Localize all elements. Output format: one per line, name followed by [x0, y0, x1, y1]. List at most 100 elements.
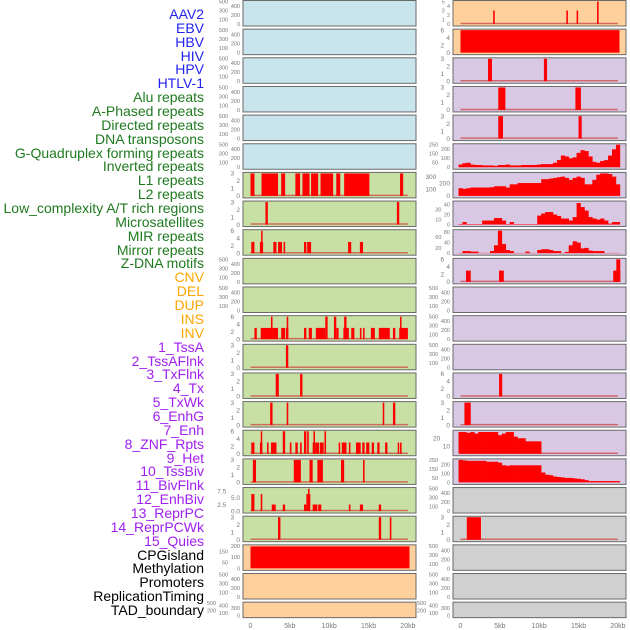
data-bar — [478, 432, 483, 454]
data-bar — [466, 432, 471, 454]
data-bar — [552, 476, 558, 483]
y-tick-label: 1 — [440, 100, 444, 107]
data-bar — [490, 165, 495, 168]
data-bar — [533, 165, 538, 168]
data-bar — [580, 248, 585, 254]
y-tick-label: 2 — [446, 92, 450, 99]
data-bar — [458, 164, 463, 168]
y-tick-label: 2 — [447, 13, 450, 19]
panel-background — [242, 487, 417, 514]
y-tick-label: 400 — [441, 491, 450, 497]
data-bar — [493, 186, 499, 196]
y-tick-label: 100 — [429, 562, 438, 568]
track-label: A-Phased repeats — [91, 103, 204, 120]
y-tick-label: 200 — [441, 500, 450, 506]
data-bar — [600, 218, 605, 225]
y-tick-label: 150 — [219, 549, 228, 555]
y-tick-label: 100 — [219, 17, 228, 23]
y-tick-label: 6 — [440, 257, 444, 264]
y-tick-label: 400 — [231, 119, 240, 125]
y-tick-label: 0 — [236, 394, 240, 401]
data-bar — [505, 187, 510, 196]
data-bar — [382, 402, 385, 426]
data-bar — [533, 224, 538, 225]
track-label: G-Quadruplex forming repeats — [14, 144, 204, 161]
y-tick-label: 100 — [219, 132, 228, 138]
data-bar — [517, 438, 522, 454]
y-tick-label: 50 — [432, 161, 438, 167]
panel-background — [242, 372, 417, 399]
y-tick-label: 0 — [236, 365, 240, 372]
data-bar — [359, 241, 364, 254]
y-tick-label: 200 — [441, 357, 450, 363]
data-bar — [615, 184, 621, 196]
data-bar — [497, 435, 503, 454]
data-bar — [525, 465, 530, 483]
data-bar — [309, 459, 313, 483]
y-tick-label: 1 — [440, 529, 444, 536]
y-tick-label: 0 — [237, 108, 240, 114]
data-bar — [286, 402, 289, 426]
data-bar — [560, 218, 566, 225]
data-bar — [378, 504, 382, 512]
track-label: HTLV-1 — [157, 75, 204, 92]
y-tick-label: 2 — [236, 379, 240, 386]
x-tick-label: 5kb — [284, 623, 295, 630]
y-tick-label: 500 — [219, 85, 228, 91]
data-bar — [486, 432, 491, 454]
data-bar — [371, 442, 375, 454]
data-bar — [474, 251, 479, 254]
data-bar — [564, 156, 570, 168]
data-bar — [549, 164, 554, 168]
data-bar — [304, 327, 307, 340]
y-tick-label: 100 — [219, 75, 228, 81]
data-bar — [505, 465, 510, 483]
y-tick-label: 6 — [230, 429, 234, 436]
y-tick-label: 400 — [231, 33, 240, 39]
data-bar — [295, 173, 301, 196]
data-bar — [556, 477, 562, 483]
y-tick-label: 2 — [236, 407, 240, 414]
data-bar — [499, 373, 503, 397]
data-bar — [378, 327, 390, 340]
y-tick-label: 200 — [417, 609, 426, 615]
y-tick-label: 300 — [231, 606, 240, 612]
panel-background — [242, 200, 417, 228]
y-tick-label: 100 — [219, 275, 228, 281]
y-tick-label: 200 — [231, 99, 240, 105]
data-bar — [493, 218, 499, 225]
y-tick-label: 400 — [231, 61, 240, 67]
data-bar — [572, 241, 577, 254]
data-bar — [271, 504, 276, 512]
data-bar — [549, 212, 554, 225]
y-tick-label: 0 — [236, 250, 240, 257]
data-bar — [498, 116, 503, 139]
data-bar — [270, 442, 277, 454]
data-bar — [366, 442, 370, 454]
y-tick-label: 300 — [219, 123, 228, 129]
data-bar — [300, 373, 303, 397]
y-tick-label: 6 — [230, 314, 234, 321]
data-bar — [596, 219, 601, 225]
data-bar — [537, 164, 542, 168]
track-label: 7_Enh — [163, 421, 204, 438]
y-tick-label: 100 — [441, 471, 450, 477]
y-tick-label: 1 — [230, 186, 234, 193]
y-tick-label: 0 — [236, 222, 240, 229]
data-bar — [304, 504, 307, 512]
y-tick-label: 4 — [446, 35, 450, 42]
y-tick-label: 250 — [429, 143, 438, 149]
data-bar — [592, 481, 597, 483]
y-tick-label: 0 — [236, 193, 240, 200]
y-tick-label: 0 — [237, 51, 240, 57]
y-tick-label: 2 — [230, 444, 234, 451]
data-bar — [575, 87, 581, 110]
y-tick-label: 0 — [236, 537, 240, 544]
data-bar — [261, 173, 279, 196]
